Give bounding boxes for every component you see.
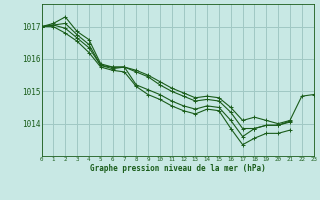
X-axis label: Graphe pression niveau de la mer (hPa): Graphe pression niveau de la mer (hPa) — [90, 164, 266, 173]
